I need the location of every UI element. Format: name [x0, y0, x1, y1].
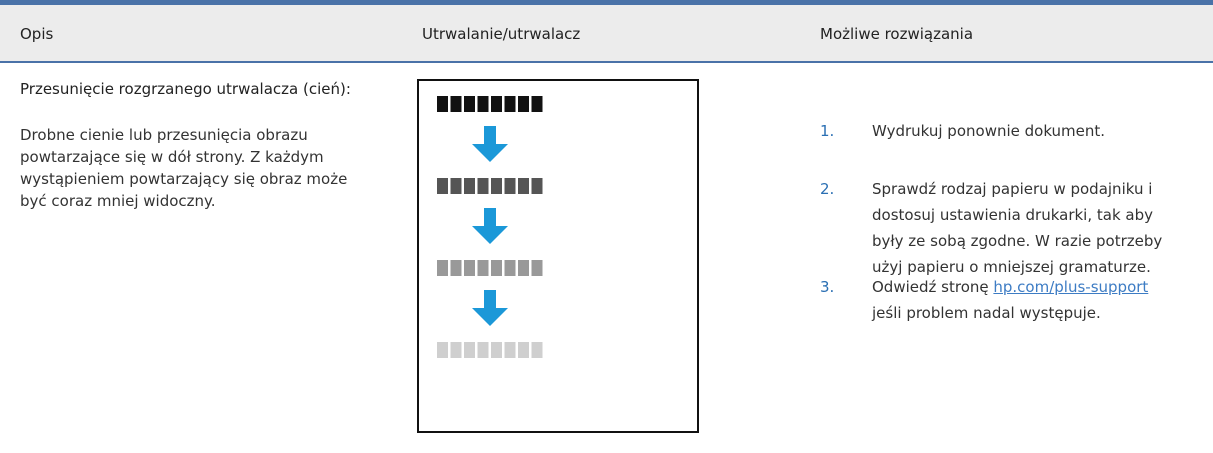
- ghost-block: [477, 342, 489, 358]
- ghost-block: [450, 260, 462, 276]
- ghost-block: [531, 178, 543, 194]
- ghost-block: [464, 178, 475, 194]
- arrow: [472, 290, 508, 326]
- ghost-block: [531, 342, 543, 358]
- ghost-block: [531, 96, 543, 112]
- ghost-block: [491, 178, 502, 194]
- step-text: Wydrukuj ponownie dokument.: [872, 122, 1106, 140]
- table-header: Opis Utrwalanie/utrwalacz Możliwe rozwią…: [0, 5, 1213, 63]
- ghost-block: [518, 96, 529, 112]
- ghost-block: [464, 96, 475, 112]
- header-cell: Utrwalanie/utrwalacz: [422, 25, 581, 43]
- ghost-block: [477, 260, 489, 276]
- ghost-block: [531, 260, 543, 276]
- ghost-block: [477, 96, 489, 112]
- step-text: Odwiedź stronę hp.com/plus-support jeśli…: [872, 274, 1172, 326]
- ghost-block: [491, 342, 502, 358]
- step-number: 3.: [820, 278, 835, 296]
- ghost-block: [437, 96, 448, 112]
- ghost-block: [491, 260, 502, 276]
- page-outline: [417, 79, 699, 433]
- ghost-block: [437, 260, 448, 276]
- ghost-block: [450, 96, 462, 112]
- ghost-block: [437, 178, 448, 194]
- step-text: Odwiedź stronę: [872, 278, 989, 296]
- step-number: 2.: [820, 180, 835, 198]
- ghost-block: [504, 96, 516, 112]
- illustration: [417, 79, 699, 433]
- top-bar: [0, 0, 1213, 5]
- ghost-block: [464, 342, 475, 358]
- header-cell: Opis: [20, 25, 54, 43]
- ghost-block: [504, 342, 516, 358]
- ghost-block: [518, 178, 529, 194]
- link[interactable]: hp.com/plus-support: [993, 278, 1149, 296]
- arrow: [472, 208, 508, 244]
- ghost-block: [518, 342, 529, 358]
- ghost-block: [504, 260, 516, 276]
- ghost-block: [450, 178, 462, 194]
- ghost-block: [518, 260, 529, 276]
- step-text: jeśli problem nadal występuje.: [872, 304, 1101, 322]
- step-number: 1.: [820, 122, 835, 140]
- arrow: [472, 126, 508, 162]
- ghost-block: [504, 178, 516, 194]
- ghost-block: [491, 96, 502, 112]
- ghost-block: [464, 260, 475, 276]
- ghost-block: [477, 178, 489, 194]
- step-text: Sprawdź rodzaj papieru w podajniku i dos…: [872, 180, 1163, 276]
- header-cell: Możliwe rozwiązania: [820, 25, 974, 43]
- ghost-block: [437, 342, 448, 358]
- row-title: Przesunięcie rozgrzanego utrwalacza (cie…: [20, 80, 351, 98]
- row-description: Drobne cienie lub przesunięcia obrazu po…: [20, 126, 348, 210]
- ghost-block: [450, 342, 462, 358]
